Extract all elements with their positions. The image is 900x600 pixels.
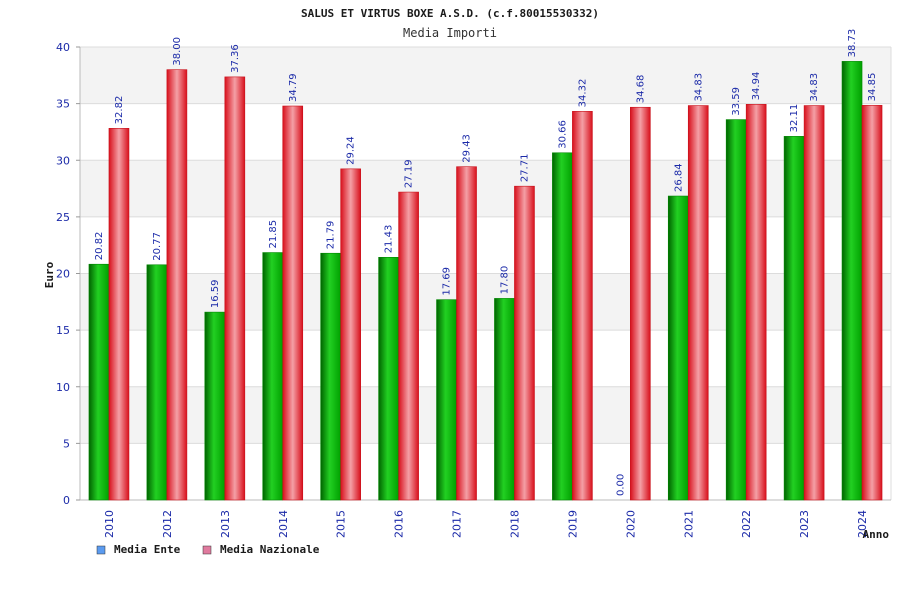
x-tick-label: 2021 bbox=[682, 510, 695, 538]
bar-media-ente bbox=[667, 195, 689, 501]
bar-media-ente bbox=[552, 152, 573, 501]
bar-media-ente bbox=[320, 252, 341, 501]
data-label: 34.32 bbox=[577, 79, 588, 108]
bar-media-ente bbox=[262, 252, 284, 501]
bar-media-ente bbox=[378, 257, 399, 501]
plot-band bbox=[80, 160, 891, 217]
x-tick-label: 2019 bbox=[566, 510, 579, 538]
data-label: 21.43 bbox=[384, 225, 395, 254]
bar-media-nazionale bbox=[108, 128, 130, 501]
bar-media-nazionale bbox=[861, 105, 883, 501]
data-label: 34.83 bbox=[693, 73, 704, 102]
plot-band bbox=[80, 273, 891, 331]
x-axis-ticks: 2010 2012 2013 2014 2015 2016 2017 2018 2019 2020… bbox=[103, 510, 869, 538]
x-tick-label: 2022 bbox=[740, 510, 753, 538]
data-label: 16.59 bbox=[210, 279, 221, 308]
y-tick-label: 5 bbox=[63, 437, 70, 450]
x-tick-label: 2013 bbox=[219, 510, 232, 538]
bar-media-nazionale bbox=[745, 104, 767, 501]
y-tick-label: 30 bbox=[56, 154, 70, 167]
y-axis-ticks: 0 5 10 15 20 25 30 35 40 bbox=[56, 41, 80, 507]
chart-title: SALUS ET VIRTUS BOXE A.S.D. (c.f.8001553… bbox=[301, 7, 599, 20]
bar-media-nazionale bbox=[282, 105, 304, 501]
plot-band bbox=[80, 386, 891, 444]
bars-group bbox=[88, 61, 883, 501]
bar-media-nazionale bbox=[514, 185, 535, 501]
bar-media-ente bbox=[146, 264, 168, 501]
y-tick-label: 0 bbox=[63, 494, 70, 507]
bar-media-nazionale bbox=[803, 105, 825, 501]
data-label: 29.24 bbox=[346, 136, 357, 165]
legend-swatch-nazionale bbox=[202, 545, 212, 555]
data-label: 21.85 bbox=[268, 220, 279, 249]
data-label: 17.80 bbox=[499, 266, 510, 295]
data-label: 29.43 bbox=[462, 134, 473, 163]
bar-media-nazionale bbox=[166, 69, 188, 501]
data-label: 34.79 bbox=[288, 73, 299, 102]
data-label: 20.77 bbox=[152, 232, 163, 261]
data-label: 37.36 bbox=[230, 44, 241, 73]
bar-media-ente bbox=[494, 298, 515, 501]
plot-band bbox=[80, 47, 891, 104]
data-label: 27.19 bbox=[404, 159, 415, 188]
y-tick-label: 20 bbox=[56, 268, 70, 281]
x-tick-label: 2016 bbox=[393, 510, 406, 538]
data-label: 38.00 bbox=[172, 37, 183, 66]
data-label: 34.68 bbox=[635, 75, 646, 104]
legend-label-nazionale: Media Nazionale bbox=[220, 543, 320, 556]
data-label: 21.79 bbox=[326, 221, 337, 250]
bar-media-nazionale bbox=[340, 168, 361, 501]
data-label: 27.71 bbox=[519, 154, 530, 183]
x-tick-label: 2017 bbox=[451, 510, 464, 538]
x-tick-label: 2018 bbox=[508, 510, 521, 538]
bar-media-nazionale bbox=[687, 105, 709, 501]
y-tick-label: 25 bbox=[56, 211, 70, 224]
x-tick-label: 2015 bbox=[335, 510, 348, 538]
bar-media-ente bbox=[783, 136, 805, 501]
x-tick-label: 2020 bbox=[624, 510, 637, 538]
bar-media-ente bbox=[88, 263, 110, 501]
x-tick-label: 2010 bbox=[103, 510, 116, 538]
bar-media-ente bbox=[204, 311, 226, 501]
legend: Media Ente Media Nazionale bbox=[96, 543, 320, 556]
y-tick-label: 10 bbox=[56, 381, 70, 394]
x-tick-label: 2024 bbox=[856, 510, 869, 538]
legend-swatch-ente bbox=[96, 545, 106, 555]
data-label: 33.59 bbox=[731, 87, 742, 116]
x-tick-label: 2012 bbox=[161, 510, 174, 538]
legend-label-ente: Media Ente bbox=[114, 543, 181, 556]
data-label: 38.73 bbox=[847, 29, 858, 58]
data-label: 32.11 bbox=[789, 104, 800, 133]
data-labels-group: 20.82 32.82 20.77 38.00 16.59 37.36 21.85 34.79… bbox=[94, 29, 878, 496]
data-label: 0.00 bbox=[615, 474, 626, 496]
bar-media-nazionale bbox=[456, 166, 477, 501]
bar-media-ente bbox=[841, 61, 863, 501]
bar-media-ente bbox=[725, 119, 747, 501]
data-label: 34.83 bbox=[809, 73, 820, 102]
y-tick-label: 15 bbox=[56, 324, 70, 337]
data-label: 17.69 bbox=[442, 267, 453, 296]
data-label: 20.82 bbox=[94, 232, 105, 261]
bar-media-nazionale bbox=[572, 111, 593, 501]
chart-subtitle: Media Importi bbox=[403, 26, 497, 40]
data-label: 32.82 bbox=[114, 96, 125, 125]
data-label: 34.94 bbox=[751, 72, 762, 101]
x-tick-label: 2014 bbox=[277, 510, 290, 538]
y-axis-label: Euro bbox=[43, 261, 56, 288]
data-label: 30.66 bbox=[557, 120, 568, 149]
data-label: 34.85 bbox=[867, 73, 878, 102]
y-tick-label: 35 bbox=[56, 98, 70, 111]
x-axis-label: Anno bbox=[863, 528, 890, 541]
bar-media-nazionale bbox=[398, 191, 419, 501]
y-tick-label: 40 bbox=[56, 41, 70, 54]
data-label: 26.84 bbox=[673, 163, 684, 192]
bar-media-ente bbox=[436, 299, 457, 501]
x-tick-label: 2023 bbox=[798, 510, 811, 538]
bar-media-nazionale bbox=[224, 76, 246, 501]
bar-media-nazionale bbox=[630, 106, 651, 501]
